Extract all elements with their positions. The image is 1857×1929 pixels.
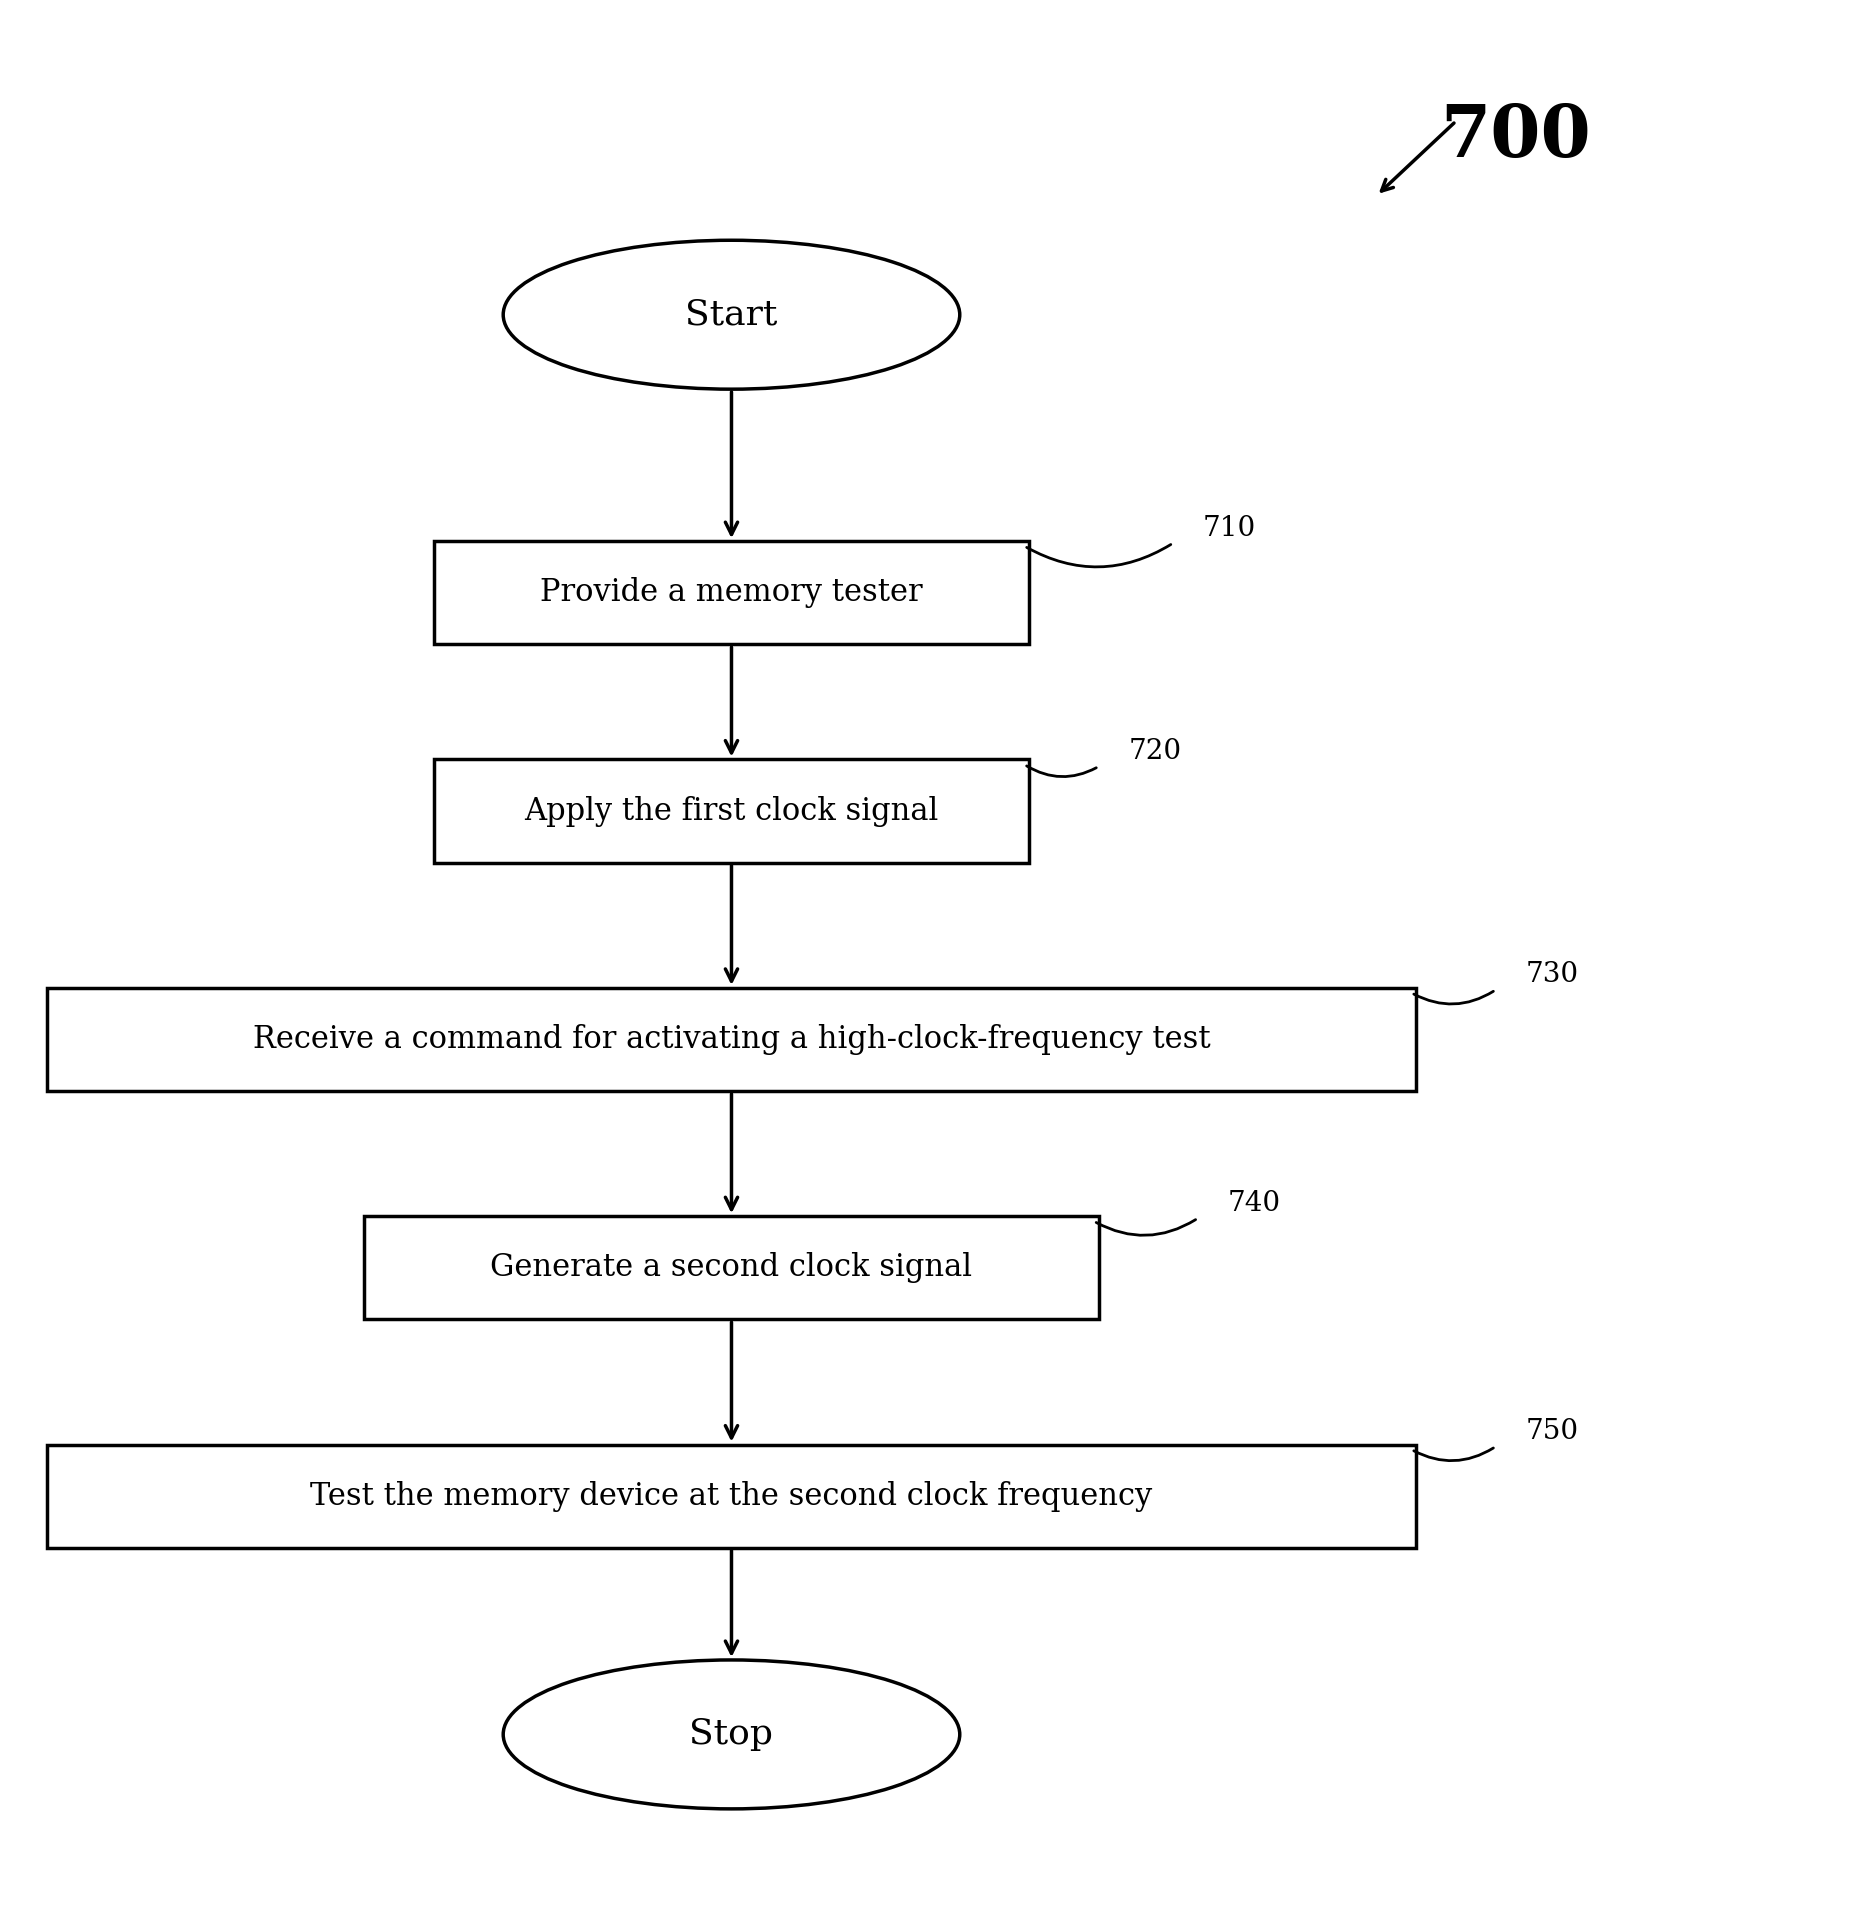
Bar [46, 1445, 1417, 1547]
FancyArrowPatch shape [1413, 1449, 1493, 1460]
FancyArrowPatch shape [1413, 992, 1493, 1003]
FancyArrowPatch shape [1027, 766, 1096, 777]
Bar [46, 988, 1417, 1092]
Text: Generate a second clock signal: Generate a second clock signal [490, 1252, 973, 1283]
Text: 750: 750 [1525, 1418, 1578, 1445]
Text: Apply the first clock signal: Apply the first clock signal [524, 795, 938, 828]
Bar [435, 540, 1029, 644]
FancyArrowPatch shape [1027, 544, 1170, 567]
Text: Start: Start [685, 297, 778, 332]
Bar [364, 1215, 1099, 1319]
Text: Test the memory device at the second clock frequency: Test the memory device at the second clo… [310, 1481, 1153, 1512]
Text: Receive a command for activating a high-clock-frequency test: Receive a command for activating a high-… [253, 1024, 1211, 1055]
Text: Provide a memory tester: Provide a memory tester [540, 577, 923, 608]
FancyArrowPatch shape [1096, 1219, 1196, 1235]
Text: Stop: Stop [689, 1717, 774, 1752]
Text: 740: 740 [1227, 1190, 1281, 1217]
Text: 720: 720 [1129, 739, 1181, 766]
Text: 700: 700 [1441, 100, 1591, 172]
Bar [435, 760, 1029, 862]
Text: 710: 710 [1203, 515, 1255, 542]
Text: 730: 730 [1525, 961, 1578, 988]
